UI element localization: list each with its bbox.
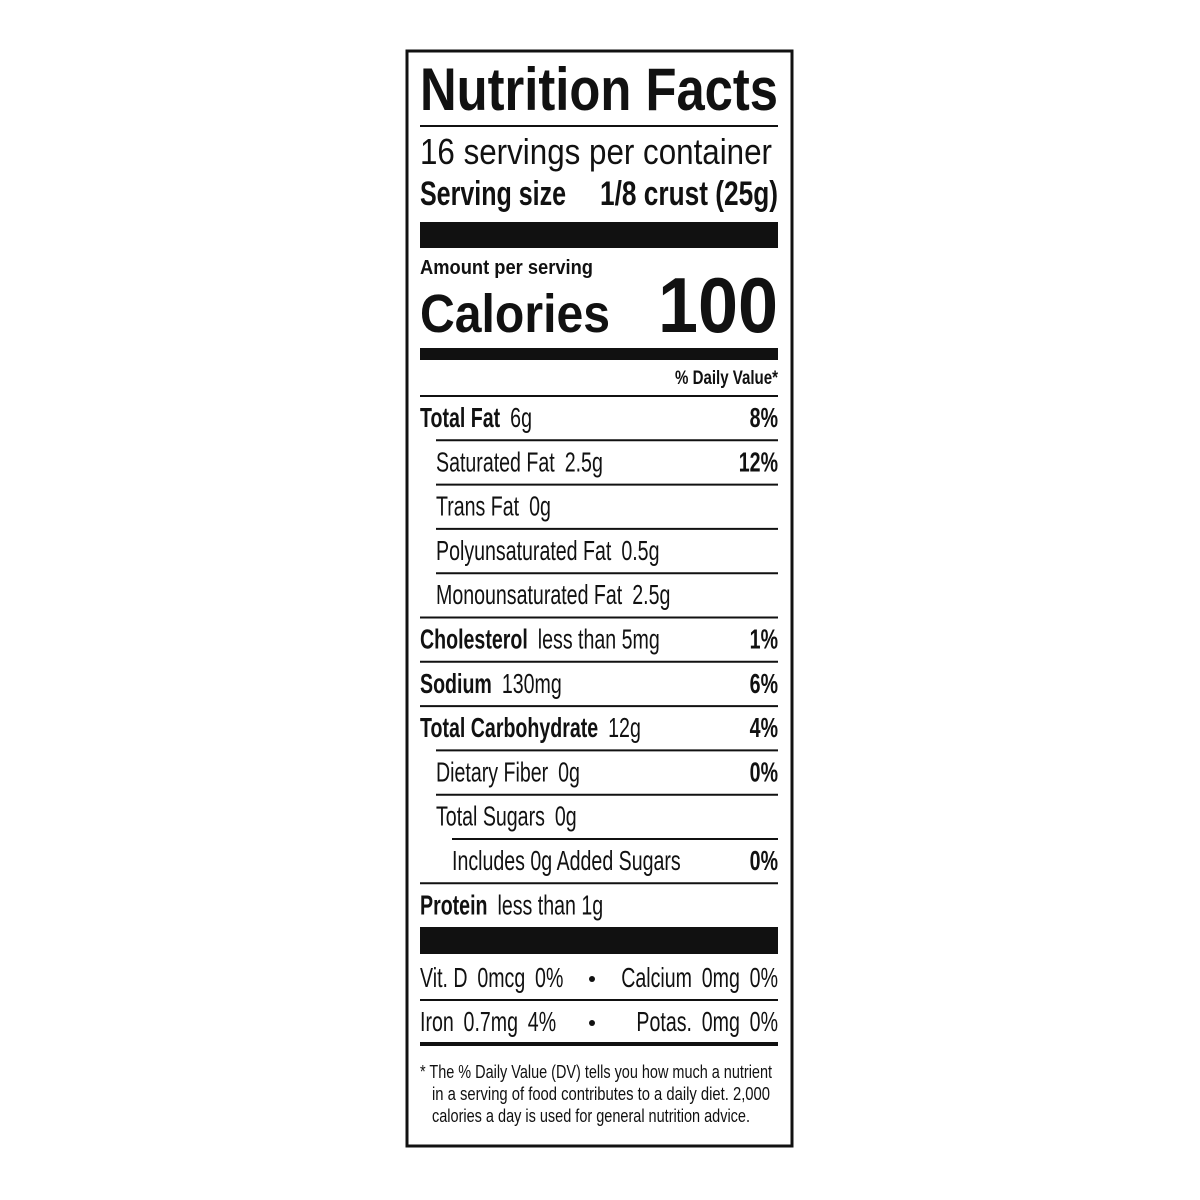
- nutrient-amount: 6g: [510, 403, 532, 434]
- nutrient-name: Cholesterol: [420, 624, 528, 655]
- vitamin: Potas. 0mg 0%: [636, 1007, 778, 1038]
- nutrient-daily-value: 0%: [750, 846, 778, 877]
- vitamin-name: Potas.: [636, 1007, 692, 1038]
- vitamin-dv: 4%: [528, 1007, 556, 1038]
- vitamin-dv: 0%: [750, 963, 778, 994]
- nutrient-name: Monounsaturated Fat: [436, 580, 622, 611]
- calories-label: Calories: [420, 284, 610, 344]
- vitamin-amount: 0mg: [702, 1007, 740, 1038]
- nutrient-name: Saturated Fat: [436, 447, 555, 478]
- nutrient-amount: 0g: [555, 801, 577, 832]
- nutrient-name: Polyunsaturated Fat: [436, 536, 612, 567]
- vitamin-dv: 0%: [750, 1007, 778, 1038]
- nutrient-name: Trans Fat: [436, 491, 519, 522]
- nutrient-amount: 0.5g: [621, 536, 659, 567]
- medium-bar: [420, 348, 778, 360]
- calories-value: 100: [658, 261, 778, 349]
- title: Nutrition Facts: [420, 56, 778, 123]
- servings: 16 servings per container: [420, 131, 772, 172]
- nutrient-name: Sodium: [420, 668, 492, 699]
- thick-bar: [420, 222, 778, 248]
- amount-per-serving: Amount per serving: [420, 257, 593, 279]
- vitamin-name: Vit. D: [420, 963, 468, 994]
- nutrient-name: Protein: [420, 890, 487, 921]
- nutrient-name: Total Fat: [420, 403, 500, 434]
- vitamin-amount: 0.7mg: [464, 1007, 518, 1038]
- footnote-line: in a serving of food contributes to a da…: [432, 1084, 770, 1104]
- nutrient-name: Total Sugars: [436, 801, 545, 832]
- vitamin-name: Calcium: [621, 963, 692, 994]
- vitamin: Vit. D 0mcg 0%: [420, 963, 563, 994]
- nutrient-daily-value: 4%: [750, 713, 778, 744]
- nutrient-daily-value: 6%: [750, 668, 778, 699]
- nutrient-amount: 2.5g: [565, 447, 603, 478]
- vitamin-amount: 0mg: [702, 963, 740, 994]
- nutrient-name: Dietary Fiber: [436, 757, 548, 788]
- nutrient-amount: 130mg: [502, 668, 562, 699]
- nutrient-amount: 0g: [529, 491, 551, 522]
- vitamin-amount: 0mcg: [477, 963, 525, 994]
- bullet: [589, 1020, 595, 1026]
- nutrient-daily-value: 12%: [739, 447, 778, 478]
- nutrient-name: Total Carbohydrate: [420, 713, 598, 744]
- nutrient-name: Includes 0g Added Sugars: [452, 846, 681, 877]
- footnote-line: * The % Daily Value (DV) tells you how m…: [420, 1062, 772, 1082]
- nutrient-daily-value: 1%: [750, 624, 778, 655]
- nutrient-amount: less than 1g: [497, 890, 603, 921]
- thick-bar: [420, 927, 778, 954]
- vitamin: Calcium 0mg 0%: [621, 963, 778, 994]
- bullet: [589, 976, 595, 982]
- nutrient-amount: 0g: [558, 757, 580, 788]
- nutrient-daily-value: 0%: [750, 757, 778, 788]
- footnote-line: calories a day is used for general nutri…: [432, 1106, 750, 1126]
- rule: [420, 1042, 778, 1046]
- serving-size-label: Serving size: [420, 175, 566, 213]
- daily-value-header: % Daily Value*: [675, 368, 778, 389]
- vitamin-dv: 0%: [535, 963, 563, 994]
- serving-size-value: 1/8 crust (25g): [600, 175, 778, 213]
- nutrient-amount: 2.5g: [632, 580, 670, 611]
- nutrient-amount: less than 5mg: [538, 624, 660, 655]
- nutrient-amount: 12g: [608, 713, 641, 744]
- nutrient-daily-value: 8%: [750, 403, 778, 434]
- vitamin: Iron 0.7mg 4%: [420, 1007, 556, 1038]
- vitamin-name: Iron: [420, 1007, 454, 1038]
